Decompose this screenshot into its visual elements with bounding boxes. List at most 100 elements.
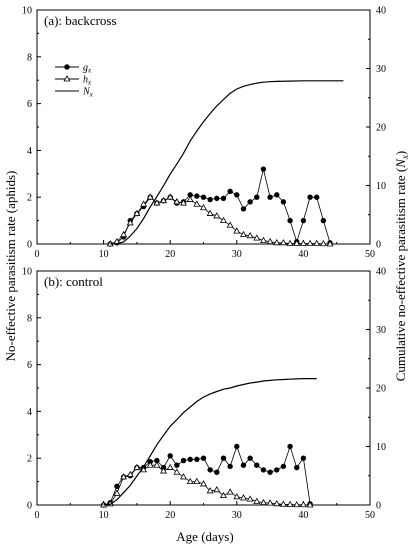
x-tick-label: 10	[99, 510, 109, 521]
point-gx	[260, 166, 267, 172]
point-hx	[133, 209, 141, 216]
x-tick-label: 50	[365, 249, 375, 260]
point-gx	[267, 469, 273, 475]
panel-title: (a): backcross	[44, 13, 117, 28]
point-hx	[153, 461, 161, 468]
point-gx	[300, 217, 307, 224]
point-hx	[206, 209, 214, 216]
point-gx	[254, 462, 260, 468]
point-gx	[320, 217, 327, 224]
point-hx	[146, 193, 154, 200]
legend-label-Nx: Nx	[82, 87, 94, 99]
plot-frame	[36, 270, 371, 506]
point-hx	[279, 239, 287, 246]
legend-marker-hx	[63, 75, 71, 82]
point-hx	[153, 199, 161, 206]
point-hx	[326, 240, 334, 247]
point-hx	[299, 500, 307, 508]
point-hx	[180, 473, 188, 480]
point-gx	[214, 469, 220, 475]
series-Nx	[103, 378, 317, 506]
y-tick-label-right: 20	[376, 123, 386, 134]
point-hx	[193, 200, 201, 207]
point-gx	[234, 443, 240, 450]
y-tick-label-right: 0	[376, 501, 381, 512]
point-gx	[180, 457, 187, 464]
y-tick-label-left: 2	[27, 454, 32, 465]
x-tick-label: 50	[365, 510, 375, 521]
point-hx	[286, 500, 294, 507]
point-hx	[293, 500, 301, 508]
y-tick-label-right: 30	[376, 325, 386, 336]
legend-label-gx: gx	[83, 63, 92, 75]
y-tick-label-left: 10	[22, 267, 32, 278]
point-gx	[227, 463, 233, 470]
point-gx	[300, 455, 307, 461]
point-hx	[273, 500, 281, 507]
series-line-gx	[103, 445, 311, 506]
point-gx	[267, 194, 273, 200]
left-y-axis-title: No-effective parasitism rate (aphids)	[3, 171, 18, 362]
point-hx	[319, 239, 327, 247]
point-gx	[314, 194, 320, 200]
point-hx	[259, 498, 267, 506]
point-hx	[299, 239, 307, 246]
point-gx	[260, 467, 267, 473]
point-gx	[234, 192, 240, 198]
point-hx	[279, 500, 287, 507]
y-tick-label-right: 30	[376, 64, 386, 75]
point-gx	[114, 483, 120, 489]
point-hx	[160, 467, 168, 474]
x-tick-label: 30	[232, 249, 242, 260]
y-tick-label-left: 2	[27, 193, 32, 204]
y-tick-label-left: 10	[22, 6, 32, 17]
point-hx	[133, 463, 141, 470]
x-axis-title: Age (days)	[176, 529, 233, 544]
y-tick-label-right: 20	[376, 384, 386, 395]
point-hx	[226, 221, 234, 228]
point-hx	[233, 492, 241, 500]
point-gx	[247, 455, 253, 461]
x-tick-label: 20	[165, 510, 175, 521]
point-hx	[233, 227, 241, 234]
point-gx	[294, 464, 300, 471]
point-gx	[274, 467, 280, 473]
series-hx	[100, 461, 314, 508]
point-hx	[193, 477, 201, 485]
point-gx	[227, 188, 233, 195]
x-tick-label: 10	[99, 249, 109, 260]
point-hx	[166, 463, 174, 470]
point-gx	[274, 192, 280, 198]
point-hx	[246, 495, 254, 502]
point-gx	[220, 455, 227, 461]
point-hx	[219, 216, 227, 224]
point-gx	[154, 457, 160, 464]
x-tick-label: 20	[165, 249, 175, 260]
point-hx	[226, 488, 234, 495]
point-gx	[214, 195, 220, 202]
point-gx	[280, 199, 287, 205]
point-gx	[207, 196, 213, 203]
x-tick-label: 0	[35, 249, 40, 260]
legend-label-hx: hx	[83, 75, 92, 87]
point-hx	[113, 489, 121, 496]
point-gx	[174, 462, 180, 468]
point-hx	[246, 231, 254, 239]
point-hx	[253, 497, 261, 504]
point-hx	[126, 219, 134, 226]
point-gx	[194, 456, 200, 463]
point-hx	[173, 198, 181, 205]
point-hx	[266, 237, 274, 245]
legend-marker-gx	[64, 64, 70, 70]
y-tick-label-right: 0	[376, 240, 381, 251]
y-tick-label-right: 40	[376, 267, 386, 278]
point-gx	[287, 217, 293, 224]
series-line-Nx	[103, 378, 317, 506]
point-hx	[173, 468, 181, 475]
point-hx	[253, 234, 261, 241]
y-tick-label-left: 0	[27, 501, 32, 512]
point-hx	[259, 236, 267, 243]
